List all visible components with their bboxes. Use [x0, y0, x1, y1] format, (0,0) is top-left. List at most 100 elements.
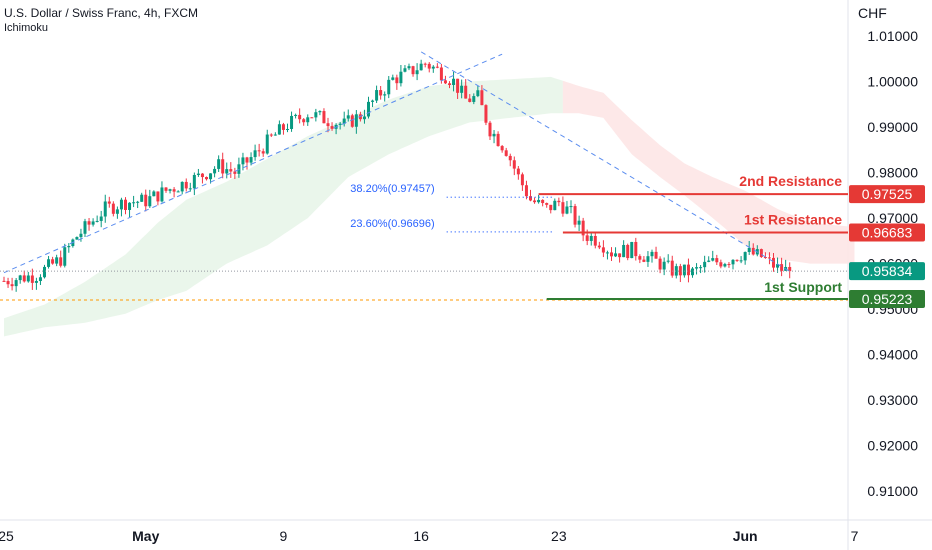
candle-body: [261, 151, 265, 154]
candle: [533, 197, 537, 204]
candle-body: [735, 259, 739, 261]
candle-body: [168, 189, 172, 191]
candle: [593, 232, 597, 249]
candle: [419, 59, 423, 71]
candle: [715, 254, 719, 266]
candle-body: [715, 258, 719, 263]
candle-body: [144, 194, 148, 207]
candle-body: [638, 256, 642, 260]
candle-body: [464, 85, 468, 99]
candle-body: [553, 200, 557, 211]
indicator-label[interactable]: Ichimoku: [4, 22, 49, 34]
candle: [537, 194, 541, 204]
candle-body: [148, 196, 152, 207]
candle-body: [387, 79, 391, 95]
candle-body: [338, 123, 342, 125]
candle: [144, 189, 148, 212]
price-tick: 0.93000: [867, 392, 918, 408]
candle-body: [403, 68, 407, 72]
candle-body: [196, 173, 200, 175]
candle: [200, 173, 204, 184]
candle-body: [439, 67, 443, 81]
candle-body: [767, 257, 771, 259]
candle-body: [75, 237, 79, 240]
candle-body: [626, 244, 630, 259]
candle: [772, 253, 775, 272]
candle-body: [504, 150, 508, 156]
candle-body: [407, 66, 411, 69]
candle: [504, 147, 508, 157]
candle: [371, 99, 375, 108]
time-tick: 7: [851, 528, 859, 544]
candle: [43, 264, 46, 279]
candle-body: [650, 251, 654, 257]
candle-body: [249, 157, 253, 163]
candle: [253, 144, 257, 161]
candle-body: [43, 266, 46, 278]
candle-body: [47, 259, 51, 267]
candle-body: [670, 260, 674, 276]
candle: [448, 81, 451, 89]
candle-body: [610, 252, 613, 257]
candle: [415, 63, 419, 81]
candle-body: [14, 280, 18, 287]
candle: [739, 256, 743, 264]
candle: [443, 75, 447, 85]
candle: [557, 197, 561, 207]
candle-body: [281, 124, 285, 130]
candle-body: [585, 235, 589, 241]
candle-body: [500, 146, 504, 151]
candle: [780, 257, 784, 277]
candle-body: [759, 249, 763, 258]
candle: [427, 62, 431, 73]
candle: [281, 122, 285, 135]
candle-body: [751, 247, 755, 255]
candle: [678, 263, 682, 283]
candle-body: [541, 199, 545, 204]
candle-body: [581, 220, 585, 236]
candle-body: [763, 257, 767, 259]
candle-body: [156, 191, 160, 202]
candle-body: [739, 260, 743, 262]
candle-body: [277, 124, 281, 135]
candle: [743, 251, 747, 265]
candle: [148, 189, 152, 208]
candle: [124, 197, 127, 215]
candle-body: [38, 277, 42, 282]
candle-body: [662, 261, 666, 270]
candle: [723, 262, 727, 268]
candle-body: [456, 78, 460, 93]
candle: [561, 196, 565, 217]
candle: [245, 156, 249, 170]
candle-body: [383, 94, 387, 96]
candle: [674, 263, 678, 279]
candle: [516, 166, 520, 180]
candle-body: [314, 112, 318, 118]
candle: [160, 181, 164, 203]
candle-body: [545, 203, 549, 205]
candle: [265, 129, 269, 155]
candle: [480, 85, 484, 106]
candle-body: [391, 77, 395, 80]
candle: [759, 248, 763, 258]
candle: [257, 143, 261, 157]
candle: [460, 79, 464, 99]
candle: [59, 250, 63, 268]
candle-body: [217, 159, 221, 169]
ichimoku-cloud-bullish: [4, 76, 563, 337]
candle: [711, 250, 715, 262]
candle-body: [34, 281, 38, 283]
candle-body: [484, 105, 488, 123]
candle: [26, 271, 30, 283]
candle: [403, 65, 407, 73]
candle: [597, 241, 601, 250]
candle: [99, 210, 103, 228]
candle: [614, 247, 618, 258]
candle: [6, 277, 10, 288]
candle-body: [557, 200, 561, 203]
price-tick: 1.00000: [867, 73, 918, 89]
candle: [727, 262, 731, 268]
time-tick: 23: [551, 528, 567, 544]
candle-body: [577, 220, 581, 225]
